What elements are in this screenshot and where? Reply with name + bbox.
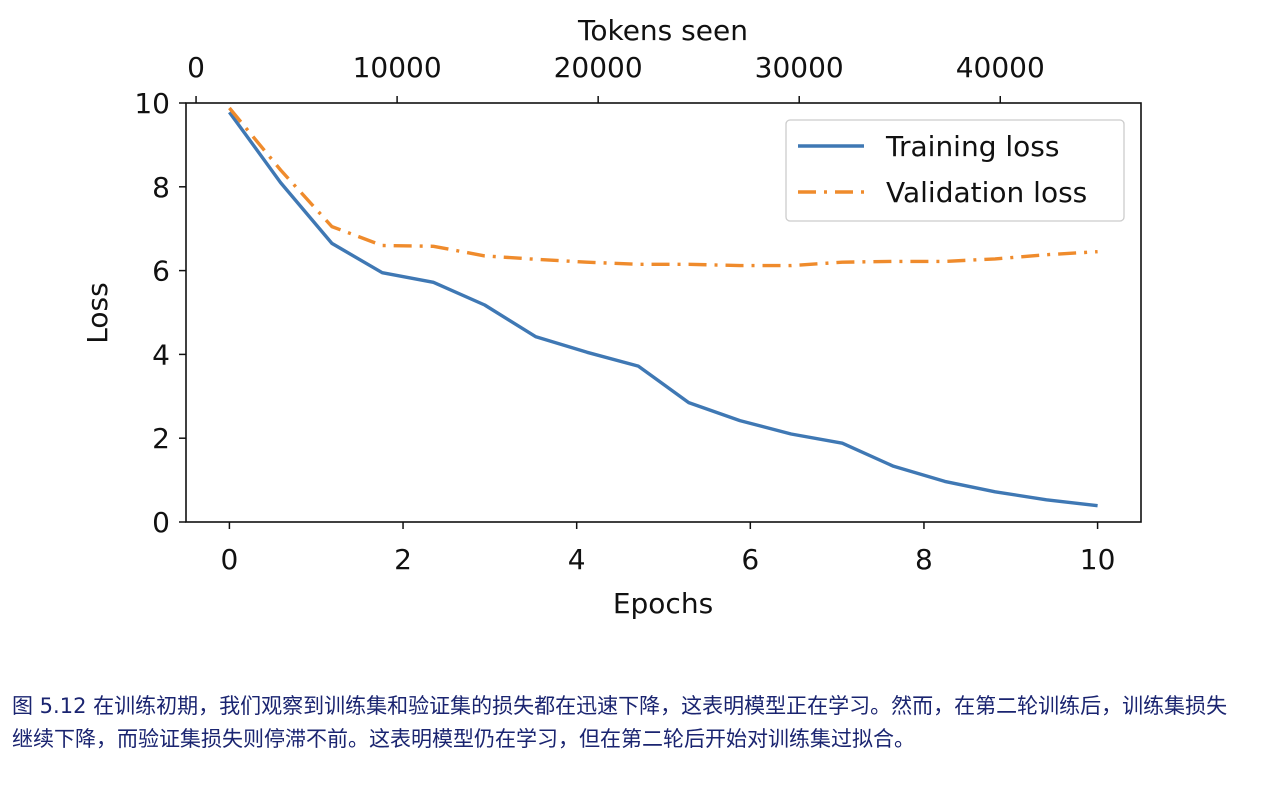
x-axis-label: Epochs bbox=[613, 587, 713, 620]
y-axis-label: Loss bbox=[81, 282, 114, 343]
legend-label-1: Validation loss bbox=[886, 176, 1087, 209]
x-tick-label: 10 bbox=[1080, 543, 1116, 576]
x-tick-label: 6 bbox=[741, 543, 759, 576]
figure-caption: 图 5.12 在训练初期，我们观察到训练集和验证集的损失都在迅速下降，这表明模型… bbox=[12, 694, 1228, 751]
legend: Training loss Validation loss bbox=[785, 119, 1125, 222]
top-tick-label: 0 bbox=[187, 51, 205, 84]
top-tick-label: 30000 bbox=[755, 51, 844, 84]
y-axis-ticks: 0 2 4 6 8 10 bbox=[134, 87, 186, 539]
x-axis-ticks: 0 2 4 6 8 10 bbox=[220, 522, 1115, 576]
y-tick-label: 0 bbox=[152, 506, 170, 539]
top-tick-label: 20000 bbox=[554, 51, 643, 84]
series-lines bbox=[228, 106, 1098, 508]
y-tick-label: 2 bbox=[152, 422, 170, 455]
series-line-1 bbox=[228, 106, 1098, 268]
top-tick-label: 10000 bbox=[353, 51, 442, 84]
top-axis-ticks: 0 10000 20000 30000 40000 bbox=[187, 51, 1045, 103]
x-tick-label: 0 bbox=[220, 543, 238, 576]
top-tick-label: 40000 bbox=[956, 51, 1045, 84]
y-tick-label: 10 bbox=[134, 87, 170, 120]
x-tick-label: 4 bbox=[568, 543, 586, 576]
y-tick-label: 6 bbox=[152, 255, 170, 288]
y-tick-label: 8 bbox=[152, 171, 170, 204]
plot-frame bbox=[185, 102, 1142, 523]
series-line-0 bbox=[228, 111, 1098, 508]
top-axis-label: Tokens seen bbox=[577, 14, 748, 47]
legend-box bbox=[785, 119, 1125, 222]
x-tick-label: 8 bbox=[915, 543, 933, 576]
loss-chart: 0 2 4 6 8 10 0 2 4 6 8 10 0 10000 20000 30000 40000 Ep… bbox=[81, 14, 1142, 620]
legend-label-0: Training loss bbox=[885, 130, 1059, 163]
x-tick-label: 2 bbox=[394, 543, 412, 576]
y-tick-label: 4 bbox=[152, 338, 170, 371]
